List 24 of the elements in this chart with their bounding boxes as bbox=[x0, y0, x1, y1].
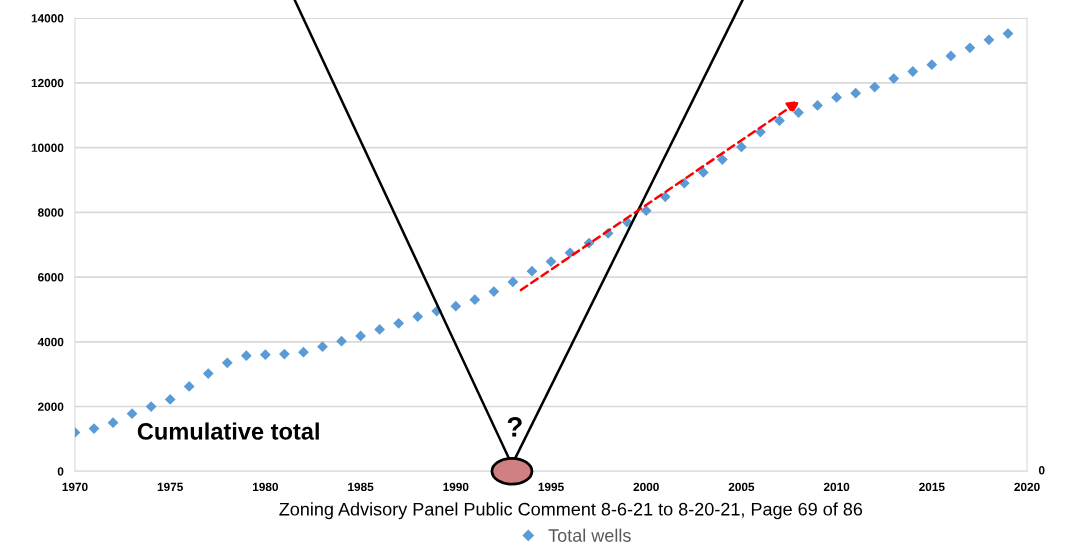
x-tick-label: 1980 bbox=[252, 482, 279, 492]
x-tick-label: 2000 bbox=[633, 482, 659, 492]
y-tick-label: 0 bbox=[57, 467, 64, 476]
y-tick-label: 6000 bbox=[38, 273, 64, 282]
text: Zoning Advisory Panel Public Comment 8-6-21 to 8-20-21, Page 69 of 86 bbox=[279, 502, 863, 520]
x-tick-label: 1995 bbox=[538, 482, 564, 492]
annotation: Cumulative total bbox=[137, 422, 319, 440]
y-tick-label: 2000 bbox=[38, 402, 64, 411]
x-tick-label: 1975 bbox=[157, 482, 183, 492]
y-tick-label: 4000 bbox=[37, 337, 64, 347]
y-tick-label: 14000 bbox=[31, 14, 64, 23]
x-tick-label: 2010 bbox=[823, 482, 850, 492]
text: 0 bbox=[1038, 466, 1045, 475]
y-tick-label: 8000 bbox=[37, 208, 64, 217]
x-tick-label: 1985 bbox=[348, 482, 374, 492]
x-tick-label: 1970 bbox=[62, 482, 88, 492]
legend-label: Total wells bbox=[548, 528, 631, 542]
x-tick-label: 2020 bbox=[1014, 482, 1040, 492]
x-tick-label: 1990 bbox=[443, 482, 469, 492]
y-tick-label: 12000 bbox=[31, 78, 64, 88]
y-tick-label: 10000 bbox=[31, 143, 64, 152]
x-tick-label: 2015 bbox=[919, 482, 945, 492]
annotation: ? bbox=[507, 416, 522, 437]
x-tick-label: 2005 bbox=[728, 482, 755, 492]
